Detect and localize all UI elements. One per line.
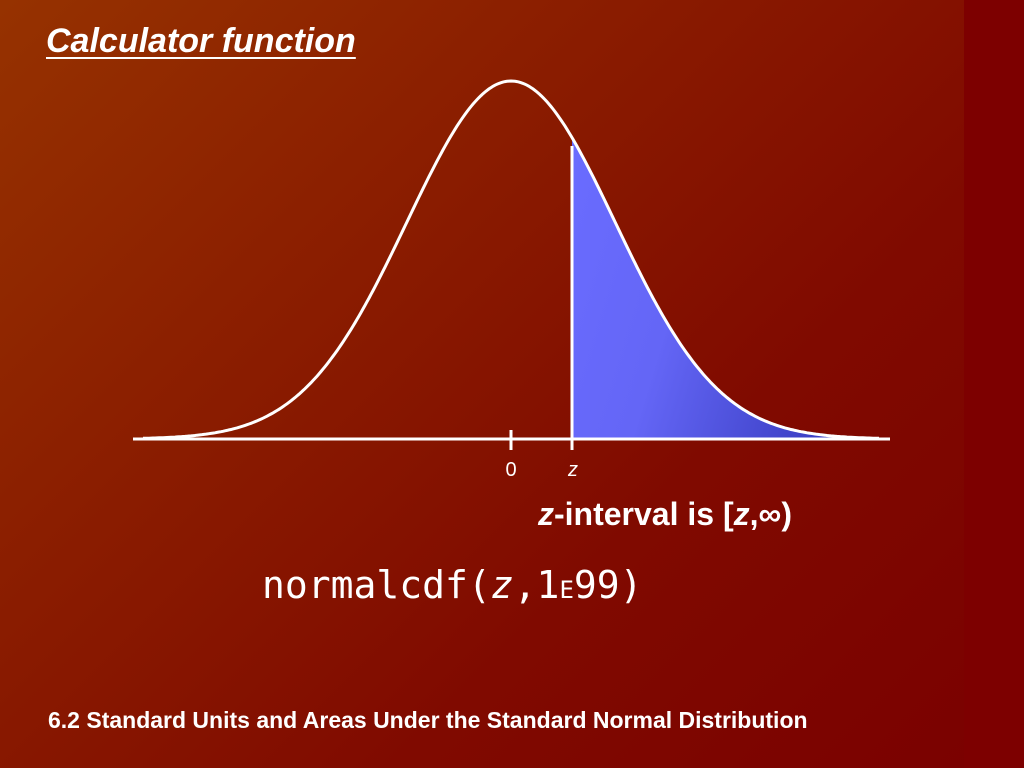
command-rest: 99): [573, 563, 643, 607]
command-func: normalcdf(: [262, 563, 491, 607]
right-edge-band: [964, 0, 1024, 768]
command-var: z: [490, 563, 514, 607]
interval-var: z: [538, 496, 554, 532]
slide-footer: 6.2 Standard Units and Areas Under the S…: [48, 707, 808, 733]
bell-curve: [143, 79, 879, 440]
interval-text-2: ,∞): [749, 496, 792, 532]
slide-title: Calculator function: [46, 22, 356, 60]
interval-text-1: -interval is [: [554, 496, 734, 532]
z-tick-label: z: [567, 459, 578, 481]
command-exponent-e: E: [559, 576, 574, 604]
shaded-tail-region: [572, 137, 880, 439]
interval-statement: z-interval is [z,∞): [538, 496, 792, 533]
calculator-command: normalcdf(z,1E99): [262, 563, 643, 607]
zero-tick-label: 0: [505, 459, 516, 481]
command-num: ,1: [513, 563, 560, 607]
interval-var-2: z: [733, 496, 750, 532]
